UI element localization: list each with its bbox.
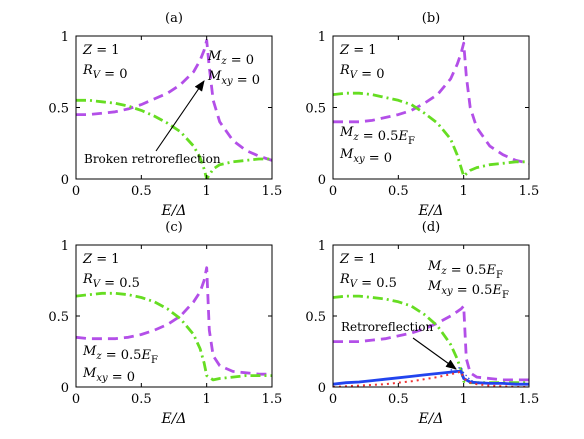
x-tick-label: 1	[460, 184, 468, 199]
annotation-mxy: Mxy = 0.5EF	[427, 279, 509, 301]
x-tick-label: 1.5	[519, 184, 540, 199]
annotation-mz: Mz = 0.5EF	[339, 125, 415, 147]
x-tick-label: 1.5	[262, 392, 283, 407]
y-tick-label: 0	[61, 381, 69, 396]
x-tick-label: 1	[203, 184, 211, 199]
y-tick-label: 1	[61, 239, 69, 254]
x-tick-label: 1	[203, 392, 211, 407]
annotation-rv: RV = 0	[339, 63, 384, 82]
x-tick-label: 1	[460, 392, 468, 407]
y-tick-label: 0	[318, 381, 326, 396]
panel-d: (d) 0 0.5 1 1.5 0 0.5 1 E/Δ Z = 1 RV = 0.5 Mz = 0.5…	[305, 220, 539, 427]
annotation-mz: Mz = 0	[207, 49, 254, 68]
panel-c: (c) 0 0.5 1 1.5 0 0.5 1 E/Δ Z = 1 RV = 0.5 Mz = 0.5…	[48, 220, 282, 427]
y-tick-label: 0.5	[305, 310, 326, 325]
y-tick-label: 0.5	[48, 310, 69, 325]
x-tick-label: 0	[329, 184, 337, 199]
series-line-green-dashdot	[333, 294, 529, 385]
x-tick-label: 0.5	[388, 392, 409, 407]
annotation-rv: RV = 0.5	[339, 272, 397, 291]
x-tick-label: 1.5	[262, 184, 283, 199]
series-line-green-dashdot	[333, 91, 529, 178]
annotation-mxy: Mxy = 0	[207, 69, 260, 88]
panel-title: (d)	[422, 220, 440, 235]
callout-retroreflection: Retroreflection	[341, 320, 433, 334]
annotation-mz: Mz = 0.5EF	[427, 259, 503, 281]
x-axis-label: E/Δ	[160, 411, 186, 427]
x-axis-label: E/Δ	[417, 411, 443, 427]
annotation-z: Z = 1	[339, 43, 377, 58]
x-tick-label: 0.5	[388, 184, 409, 199]
y-tick-label: 1	[318, 30, 326, 45]
panel-title: (c)	[165, 220, 182, 235]
y-tick-label: 1	[318, 239, 326, 254]
annotation-z: Z = 1	[339, 252, 377, 267]
x-axis-label: E/Δ	[160, 203, 186, 219]
annotation-z: Z = 1	[82, 43, 120, 58]
x-tick-label: 0	[72, 184, 80, 199]
series-line-purple-dashed	[333, 41, 529, 165]
series-line-blue-solid-thick	[333, 369, 529, 386]
y-tick-label: 1	[61, 30, 69, 45]
series-line-green-dashdot	[76, 98, 272, 179]
panel-title: (a)	[165, 11, 183, 26]
annotation-z: Z = 1	[82, 252, 120, 267]
x-tick-label: 0.5	[131, 184, 152, 199]
series-line-purple-dashed	[76, 38, 272, 162]
series-line-green-dashdot	[76, 291, 272, 382]
callout-broken-retroreflection: Broken retroreflection	[84, 152, 221, 166]
series-line-purple-dashed	[333, 304, 529, 382]
panel-title: (b)	[422, 11, 440, 26]
x-tick-label: 1.5	[519, 392, 540, 407]
panel-a: (a) 0 0.5 1 1.5 0 0.5 1 E/Δ Z = 1 RV = 0 Mz = 0Mxy …	[48, 11, 282, 219]
callout-arrow	[155, 80, 205, 152]
callout-arrow	[412, 337, 457, 370]
x-tick-label: 0.5	[131, 392, 152, 407]
y-tick-label: 0.5	[48, 102, 69, 117]
annotation-rv: RV = 0.5	[82, 272, 140, 291]
y-tick-label: 0	[318, 173, 326, 188]
y-tick-label: 0.5	[305, 102, 326, 117]
y-tick-label: 0	[61, 173, 69, 188]
annotation-rv: RV = 0	[82, 63, 127, 82]
annotation-mz: Mz = 0.5EF	[82, 344, 158, 366]
x-axis-label: E/Δ	[417, 203, 443, 219]
panel-b: (b) 0 0.5 1 1.5 0 0.5 1 E/Δ Z = 1 RV = 0 Mz = 0.5EF…	[305, 11, 539, 219]
x-tick-label: 0	[329, 392, 337, 407]
annotation-mxy: Mxy = 0	[339, 147, 392, 166]
annotation-mxy: Mxy = 0	[82, 366, 135, 385]
series-line-purple-dashed	[76, 266, 272, 376]
x-tick-label: 0	[72, 392, 80, 407]
